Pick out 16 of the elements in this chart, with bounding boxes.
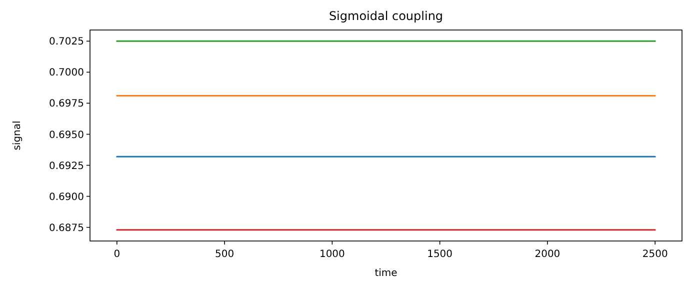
- x-tick-label: 0: [114, 249, 120, 260]
- y-tick-label: 0.6950: [49, 130, 84, 141]
- y-tick-label: 0.6875: [49, 222, 84, 234]
- y-tick-label: 0.7000: [49, 68, 84, 79]
- x-axis-title: time: [374, 268, 398, 279]
- y-axis-title: signal: [12, 120, 23, 150]
- y-tick-label: 0.7025: [49, 36, 84, 48]
- x-tick-label: 500: [215, 249, 234, 260]
- y-tick-label: 0.6975: [49, 98, 84, 110]
- chart-title: Sigmoidal coupling: [328, 9, 444, 23]
- y-tick-label: 0.6925: [49, 160, 84, 172]
- x-tick-label: 1000: [319, 249, 345, 260]
- x-tick-label: 2500: [642, 249, 668, 260]
- x-tick-label: 2000: [534, 249, 560, 260]
- x-tick-label: 1500: [427, 249, 453, 260]
- y-tick-label: 0.6900: [49, 192, 84, 203]
